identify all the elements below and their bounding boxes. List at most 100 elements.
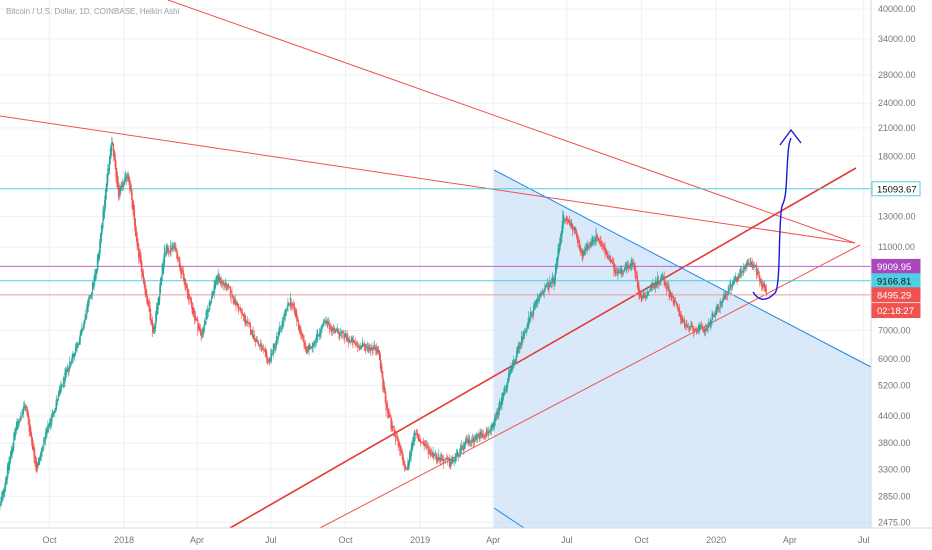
candle-body <box>765 288 767 293</box>
trendline-blue-descending[interactable] <box>493 169 872 368</box>
candle-body <box>390 416 392 428</box>
candle-body <box>675 301 677 303</box>
candle-body <box>324 320 326 323</box>
candle-body <box>386 403 388 407</box>
candle-body <box>56 397 58 407</box>
candle-body <box>460 444 462 450</box>
candle-body <box>455 454 457 460</box>
candle-body <box>384 388 386 403</box>
candle-body <box>588 247 590 248</box>
candle-body <box>178 257 180 266</box>
candle-body <box>400 450 402 454</box>
trendline-blue-bottom[interactable] <box>493 507 525 529</box>
candle-body <box>451 460 453 464</box>
candle-body <box>438 454 440 460</box>
candle-body <box>181 270 183 272</box>
candle-body <box>190 298 192 307</box>
candle-body <box>215 281 217 285</box>
projection-curve[interactable] <box>752 137 792 300</box>
candle-body <box>424 443 426 446</box>
triangle-shaded-region[interactable] <box>494 170 871 528</box>
candle-body <box>78 343 80 346</box>
candle-body <box>553 279 555 285</box>
candle-body <box>361 346 363 348</box>
candle-body <box>45 431 47 438</box>
projection-arrowhead[interactable] <box>779 128 802 146</box>
candle-body <box>633 262 635 270</box>
candle-body <box>410 447 412 457</box>
candle-body <box>399 443 401 452</box>
candle-body <box>683 320 685 328</box>
candle-body <box>504 390 506 391</box>
candle-body <box>165 248 167 256</box>
candle-body <box>671 295 673 298</box>
candle-body <box>219 276 221 279</box>
candle-body <box>58 390 60 396</box>
trendline-red-steep[interactable] <box>167 0 856 244</box>
candle-body <box>456 452 458 457</box>
candle-body <box>387 405 389 414</box>
candle-body <box>718 308 720 310</box>
candle-body <box>688 326 690 329</box>
trendlines[interactable] <box>0 0 872 529</box>
candle-body <box>498 406 500 414</box>
candle-body <box>731 285 733 288</box>
candle-body <box>744 266 746 270</box>
price-badge-label: 8495.29 <box>877 290 911 301</box>
trendline-red-upper[interactable] <box>0 115 856 244</box>
candle-body <box>147 300 149 304</box>
candle-body <box>53 411 55 414</box>
candle-body <box>715 307 717 316</box>
candle-body <box>507 373 509 383</box>
candle-body <box>762 284 764 288</box>
candle-body <box>427 445 429 454</box>
candle-body <box>10 450 12 457</box>
candle-body <box>151 319 153 323</box>
candle-body <box>196 319 198 321</box>
candle-body <box>214 280 216 291</box>
trendline-red-thick[interactable] <box>229 167 857 529</box>
candle-body <box>116 168 118 184</box>
candle-body <box>236 303 238 304</box>
candle-body <box>72 353 74 360</box>
candle-body <box>490 425 492 431</box>
candle-body <box>598 238 600 240</box>
candle-body <box>258 343 260 346</box>
candle-body <box>565 219 567 221</box>
candle-body <box>220 277 222 284</box>
candle-body <box>203 328 205 333</box>
candle-body <box>240 308 242 311</box>
candle-body <box>299 326 301 332</box>
price-badge-label: 15093.67 <box>877 184 917 195</box>
candle-body <box>649 290 651 291</box>
candle-body <box>142 270 144 277</box>
candle-body <box>546 284 548 287</box>
candle-body <box>695 328 697 330</box>
candle-body <box>760 280 762 282</box>
candle-body <box>516 347 518 356</box>
trendline-red-lower[interactable] <box>319 244 861 529</box>
projection-drawing[interactable] <box>752 128 802 300</box>
candle-body <box>411 442 413 452</box>
candle-body <box>626 264 628 269</box>
candle-body <box>141 262 143 278</box>
candle-body <box>709 325 711 327</box>
candle-body <box>9 456 11 467</box>
candle-body <box>253 334 255 336</box>
candle-body <box>108 168 110 175</box>
candle-body <box>241 310 243 315</box>
candle-body <box>663 276 665 285</box>
candle-body <box>338 331 340 338</box>
candle-body <box>174 246 176 252</box>
candle-body <box>246 320 248 324</box>
candle-body <box>484 435 486 437</box>
candle-body <box>512 362 514 369</box>
candle-body <box>732 281 734 285</box>
candle-body <box>726 294 728 296</box>
candle-body <box>385 395 387 412</box>
candle-body <box>679 309 681 317</box>
candle-body <box>368 347 370 350</box>
candle-body <box>37 461 39 467</box>
candle-body <box>678 307 680 312</box>
